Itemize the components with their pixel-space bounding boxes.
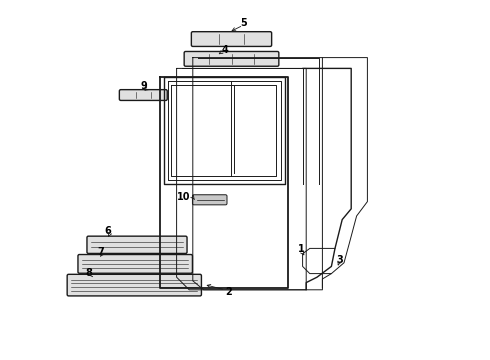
Text: 2: 2 bbox=[225, 287, 232, 297]
FancyBboxPatch shape bbox=[120, 90, 167, 100]
FancyBboxPatch shape bbox=[87, 236, 187, 253]
Text: 4: 4 bbox=[222, 45, 228, 55]
FancyBboxPatch shape bbox=[67, 274, 201, 296]
FancyBboxPatch shape bbox=[192, 32, 271, 46]
FancyBboxPatch shape bbox=[78, 255, 193, 273]
Text: 8: 8 bbox=[85, 268, 92, 278]
Text: 3: 3 bbox=[336, 255, 343, 265]
Text: 1: 1 bbox=[298, 244, 305, 254]
Text: 5: 5 bbox=[240, 18, 246, 28]
FancyBboxPatch shape bbox=[184, 51, 279, 66]
FancyBboxPatch shape bbox=[193, 195, 227, 205]
Text: 6: 6 bbox=[105, 226, 112, 236]
Text: 7: 7 bbox=[97, 247, 104, 257]
Text: 9: 9 bbox=[141, 81, 147, 91]
Text: 10: 10 bbox=[177, 192, 191, 202]
